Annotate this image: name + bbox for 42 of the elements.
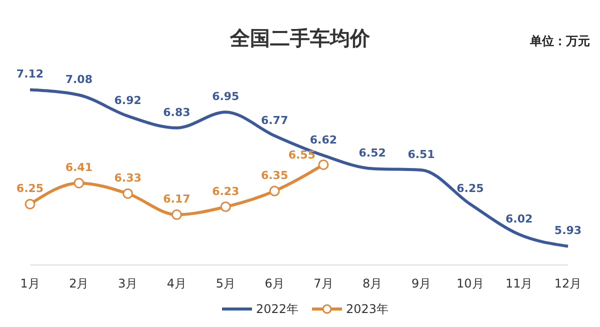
legend-label: 2023年 [346, 302, 389, 316]
data-label: 6.51 [408, 148, 435, 161]
data-label: 7.08 [65, 72, 92, 86]
x-tick-label: 10月 [456, 276, 484, 291]
x-tick-label: 12月 [554, 276, 582, 291]
x-tick-label: 9月 [411, 276, 432, 291]
data-label: 6.23 [212, 184, 240, 198]
point [171, 209, 182, 220]
data-label: 6.62 [310, 133, 338, 146]
data-label: 6.95 [212, 90, 240, 104]
data-label: 7.12 [16, 68, 44, 81]
data-label: 6.83 [163, 106, 190, 119]
x-tick-label: 2月 [69, 276, 89, 291]
x-tick-label: 1月 [20, 276, 40, 291]
legend-label: 2022年 [256, 302, 299, 316]
x-tick-label: 6月 [264, 276, 284, 291]
data-label: 6.52 [358, 146, 386, 160]
data-label: 5.93 [554, 224, 582, 238]
point [220, 202, 231, 212]
point [269, 186, 280, 196]
x-tick-label: 3月 [118, 276, 138, 291]
x-tick-label: 4月 [166, 276, 187, 291]
text: 单位：万元 [529, 34, 590, 48]
point [122, 188, 134, 199]
x-tick-label: 5月 [216, 276, 236, 291]
data-label: 6.17 [163, 192, 190, 206]
point [74, 178, 84, 188]
data-label: 6.92 [114, 94, 142, 108]
data-label: 6.41 [65, 161, 92, 174]
data-label: 6.77 [260, 114, 288, 127]
data-label: 6.55 [288, 148, 316, 162]
point [24, 198, 36, 210]
x-tick-label: 11月 [505, 276, 533, 291]
data-label: 6.02 [506, 212, 533, 226]
data-label: 6.33 [114, 172, 142, 185]
data-label: 6.35 [260, 168, 288, 182]
x-tick-label: 7月 [314, 276, 334, 291]
data-label: 6.25 [16, 182, 44, 196]
x-tick-label: 8月 [362, 276, 382, 291]
point [318, 159, 329, 170]
chart-title: 全国二手车均价 [229, 26, 371, 50]
data-label: 6.25 [456, 182, 484, 196]
